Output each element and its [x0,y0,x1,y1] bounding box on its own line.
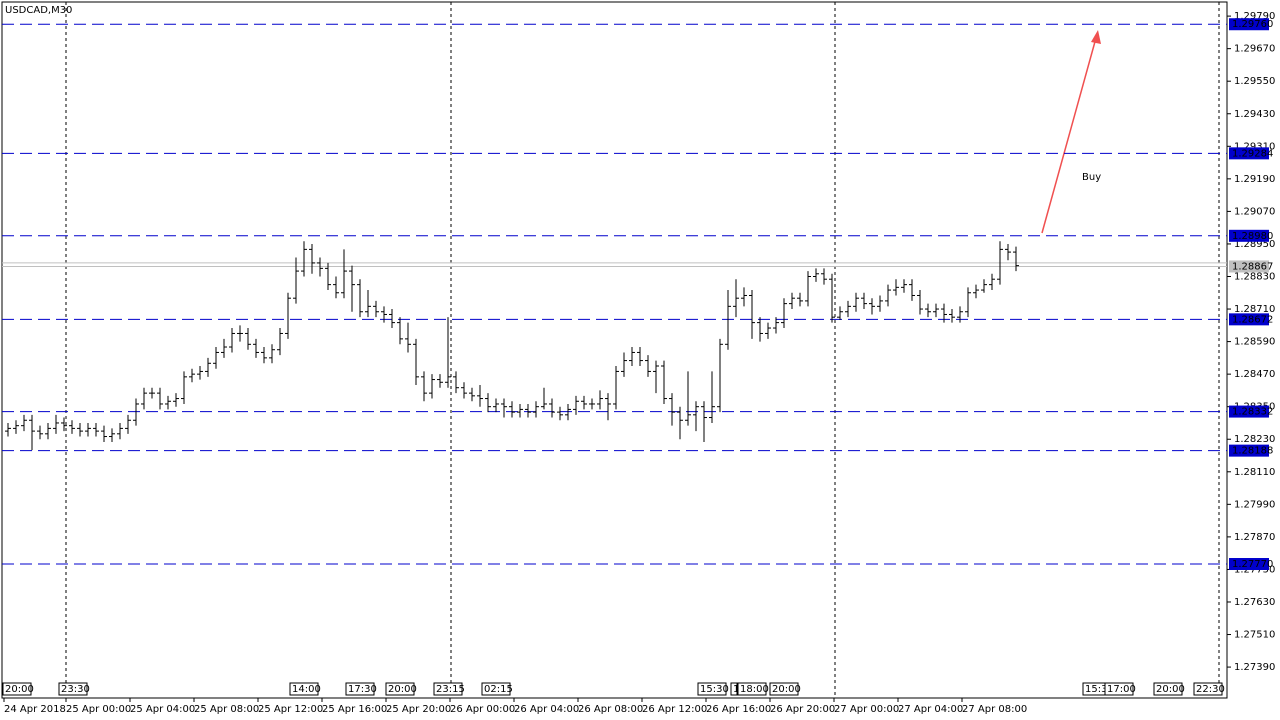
x-tick-label: 25 Apr 16:00 [322,704,387,715]
level-label: 1.28188 [1232,446,1273,457]
level-label-box [1229,405,1269,418]
level-label: 1.28672 [1232,314,1273,325]
event-box [1153,682,1183,696]
x-tick-label: 25 Apr 20:00 [386,704,451,715]
y-tick-label: 1.27870 [1234,532,1275,543]
event-label: 17:00 [1107,684,1136,695]
event-box [2,682,32,696]
event-box [433,682,463,696]
x-tick-label: 26 Apr 08:00 [578,704,643,715]
x-tick-label: 25 Apr 04:00 [130,704,195,715]
y-tick-label: 1.27630 [1234,597,1275,608]
event-label: 1 [733,684,739,695]
y-tick-label: 1.29550 [1234,76,1275,87]
x-tick-label: 25 Apr 12:00 [258,704,323,715]
event-box [58,682,88,696]
event-box [769,682,799,696]
event-label: 22:30 [1196,684,1225,695]
level-label-box [1229,18,1269,31]
y-tick-label: 1.28590 [1234,337,1275,348]
level-label: 1.28332 [1232,407,1273,418]
event-box [697,682,727,696]
x-tick-label: 26 Apr 00:00 [450,704,515,715]
y-tick-label: 1.29310 [1234,141,1275,152]
buy-arrow [1041,37,1097,234]
event-label: 20:00 [772,684,801,695]
level-label: 1.27770 [1232,559,1273,570]
x-tick-label: 26 Apr 20:00 [770,704,835,715]
y-tick-label: 1.28110 [1234,467,1275,478]
event-label: 14:00 [292,684,321,695]
event-box [1104,682,1134,696]
x-tick-label: 25 Apr 00:00 [66,704,131,715]
y-tick-label: 1.27990 [1234,499,1275,510]
y-tick-label: 1.28470 [1234,369,1275,380]
x-tick-label: 24 Apr 2018 [4,704,66,715]
x-tick-label: 26 Apr 04:00 [514,704,579,715]
event-label: 15:30 [1085,684,1114,695]
day-separators [65,2,1220,698]
y-tick-label: 1.28950 [1234,239,1275,250]
bid-label: 1.28867 [1232,261,1273,272]
level-label-box [1229,558,1269,571]
event-box [737,682,767,696]
plot-frame [1,1,1228,699]
event-box [730,682,738,696]
level-label: 1.29760 [1232,19,1273,30]
event-label: 23:15 [436,684,465,695]
chart-title: USDCAD,M30 [5,5,72,16]
y-tick-label: 1.28830 [1234,271,1275,282]
event-box [1193,682,1223,696]
level-label: 1.29284 [1232,148,1273,159]
level-label-box [1229,313,1269,326]
event-box [289,682,319,696]
level-label-box [1229,147,1269,160]
event-box [345,682,375,696]
event-label: 20:00 [1156,684,1185,695]
y-tick-label: 1.28710 [1234,304,1275,315]
level-label: 1.28980 [1232,231,1273,242]
event-label: 18:00 [740,684,769,695]
x-tick-label: 27 Apr 04:00 [898,704,963,715]
x-tick-label: 26 Apr 12:00 [642,704,707,715]
event-label: 02:15 [484,684,513,695]
x-tick-label: 26 Apr 16:00 [706,704,771,715]
y-tick-label: 1.29790 [1234,11,1275,22]
event-label: 17:30 [348,684,377,695]
y-tick-label: 1.27390 [1234,662,1275,673]
x-tick-label: 27 Apr 00:00 [834,704,899,715]
y-tick-label: 1.29190 [1234,174,1275,185]
event-box [385,682,415,696]
buy-label: Buy [1082,172,1101,183]
level-label-box [1229,444,1269,457]
event-label: 20:00 [388,684,417,695]
y-tick-label: 1.29670 [1234,44,1275,55]
buy-arrow-head [1091,30,1101,44]
event-label: 15:30 [700,684,729,695]
level-label-box [1229,229,1269,242]
event-box [481,682,511,696]
event-label: 20:00 [5,684,34,695]
bid-label-box [1229,260,1269,273]
y-tick-label: 1.28230 [1234,434,1275,445]
y-tick-label: 1.29430 [1234,109,1275,120]
event-label: 23:30 [61,684,90,695]
y-tick-label: 1.27510 [1234,630,1275,641]
x-tick-label: 25 Apr 08:00 [194,704,259,715]
y-tick-label: 1.29070 [1234,206,1275,217]
x-tick-label: 27 Apr 08:00 [962,704,1027,715]
